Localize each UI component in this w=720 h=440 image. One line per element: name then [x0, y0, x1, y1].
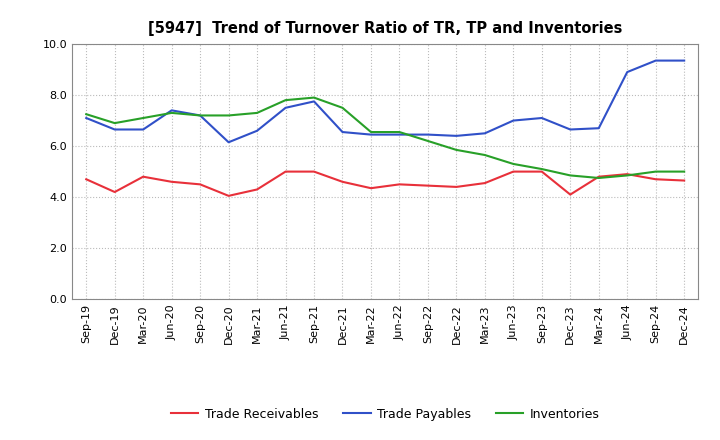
Title: [5947]  Trend of Turnover Ratio of TR, TP and Inventories: [5947] Trend of Turnover Ratio of TR, TP…: [148, 21, 622, 36]
Trade Receivables: [509, 169, 518, 174]
Inventories: [423, 138, 432, 143]
Trade Payables: [623, 70, 631, 75]
Line: Trade Receivables: Trade Receivables: [86, 172, 684, 196]
Trade Payables: [338, 129, 347, 135]
Trade Payables: [310, 99, 318, 104]
Trade Receivables: [566, 192, 575, 197]
Trade Payables: [480, 131, 489, 136]
Trade Receivables: [282, 169, 290, 174]
Trade Receivables: [338, 179, 347, 184]
Line: Inventories: Inventories: [86, 98, 684, 178]
Trade Payables: [509, 118, 518, 123]
Trade Receivables: [139, 174, 148, 180]
Inventories: [196, 113, 204, 118]
Trade Receivables: [395, 182, 404, 187]
Trade Payables: [253, 128, 261, 133]
Trade Payables: [423, 132, 432, 137]
Line: Trade Payables: Trade Payables: [86, 61, 684, 142]
Trade Payables: [82, 115, 91, 121]
Trade Receivables: [225, 193, 233, 198]
Trade Receivables: [480, 180, 489, 186]
Trade Receivables: [196, 182, 204, 187]
Trade Receivables: [680, 178, 688, 183]
Inventories: [395, 129, 404, 135]
Inventories: [253, 110, 261, 116]
Trade Payables: [537, 115, 546, 121]
Inventories: [680, 169, 688, 174]
Trade Payables: [652, 58, 660, 63]
Trade Receivables: [595, 174, 603, 180]
Trade Receivables: [652, 176, 660, 182]
Inventories: [82, 111, 91, 117]
Trade Payables: [167, 108, 176, 113]
Trade Payables: [566, 127, 575, 132]
Inventories: [537, 166, 546, 172]
Legend: Trade Receivables, Trade Payables, Inventories: Trade Receivables, Trade Payables, Inven…: [166, 403, 605, 425]
Inventories: [509, 161, 518, 167]
Inventories: [652, 169, 660, 174]
Trade Receivables: [452, 184, 461, 190]
Trade Payables: [225, 139, 233, 145]
Trade Receivables: [423, 183, 432, 188]
Trade Receivables: [366, 186, 375, 191]
Inventories: [595, 175, 603, 180]
Inventories: [282, 98, 290, 103]
Inventories: [167, 110, 176, 116]
Trade Payables: [595, 125, 603, 131]
Trade Payables: [680, 58, 688, 63]
Trade Payables: [139, 127, 148, 132]
Inventories: [452, 147, 461, 153]
Trade Receivables: [310, 169, 318, 174]
Trade Receivables: [110, 189, 119, 194]
Trade Payables: [395, 132, 404, 137]
Trade Payables: [452, 133, 461, 139]
Inventories: [110, 121, 119, 126]
Trade Payables: [366, 132, 375, 137]
Trade Payables: [282, 105, 290, 110]
Inventories: [225, 113, 233, 118]
Trade Receivables: [623, 172, 631, 177]
Trade Receivables: [253, 187, 261, 192]
Inventories: [566, 173, 575, 178]
Inventories: [139, 115, 148, 121]
Trade Receivables: [82, 176, 91, 182]
Trade Payables: [110, 127, 119, 132]
Trade Receivables: [167, 179, 176, 184]
Inventories: [338, 105, 347, 110]
Inventories: [366, 129, 375, 135]
Trade Receivables: [537, 169, 546, 174]
Inventories: [310, 95, 318, 100]
Inventories: [623, 173, 631, 178]
Inventories: [480, 152, 489, 158]
Trade Payables: [196, 113, 204, 118]
